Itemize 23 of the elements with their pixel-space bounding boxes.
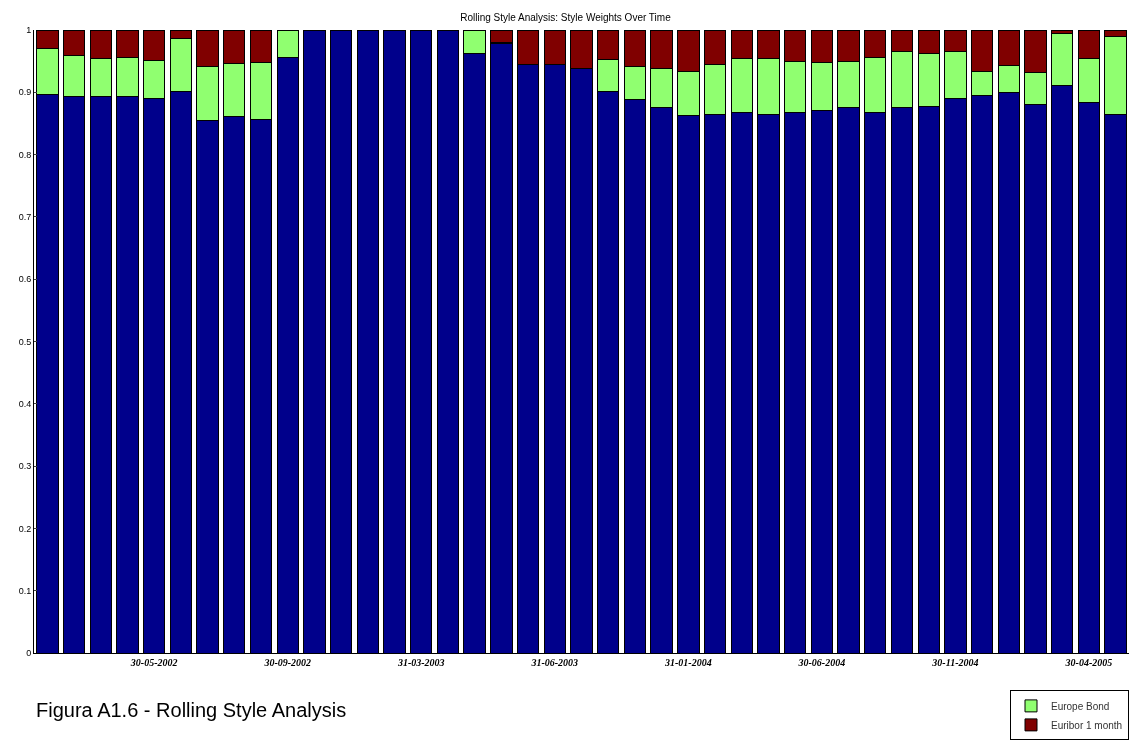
x-tick-label: 31-03-2003 (396, 657, 445, 668)
y-tick-label: 1 (26, 25, 32, 36)
legend-label: Euribor 1 month (1051, 719, 1123, 731)
x-tick-label: 30-09-2002 (263, 657, 312, 668)
text: Figura A1.6 - Rolling Style Analysis (36, 699, 347, 721)
y-tick-label: 0 (26, 648, 32, 659)
x-tick-label: 31-01-2004 (663, 657, 712, 668)
y-tick-label: 0.1 (18, 585, 32, 596)
x-tick-label: 30-05-2002 (129, 657, 178, 668)
y-tick-label: 0.8 (18, 149, 32, 160)
y-tick-label: 0.7 (18, 212, 32, 223)
legend-label: Europe Bond (1051, 700, 1110, 712)
y-tick-label: 0.3 (18, 461, 32, 472)
y-tick-label: 0.4 (18, 398, 32, 409)
y-tick-label: 0.5 (18, 336, 32, 347)
x-tick-label: 31-06-2003 (530, 657, 579, 668)
x-tick-label: 30-04-2005 (1064, 657, 1113, 668)
x-tick-label: 30-11-2004 (931, 657, 979, 668)
x-tick-label: 30-06-2004 (797, 657, 846, 668)
y-tick-label: 0.6 (18, 274, 32, 285)
y-tick-label: 0.2 (18, 523, 32, 534)
y-tick-label: 0.9 (18, 87, 32, 98)
chart-title: Rolling Style Analysis: Style Weights Over Time (460, 11, 672, 23)
